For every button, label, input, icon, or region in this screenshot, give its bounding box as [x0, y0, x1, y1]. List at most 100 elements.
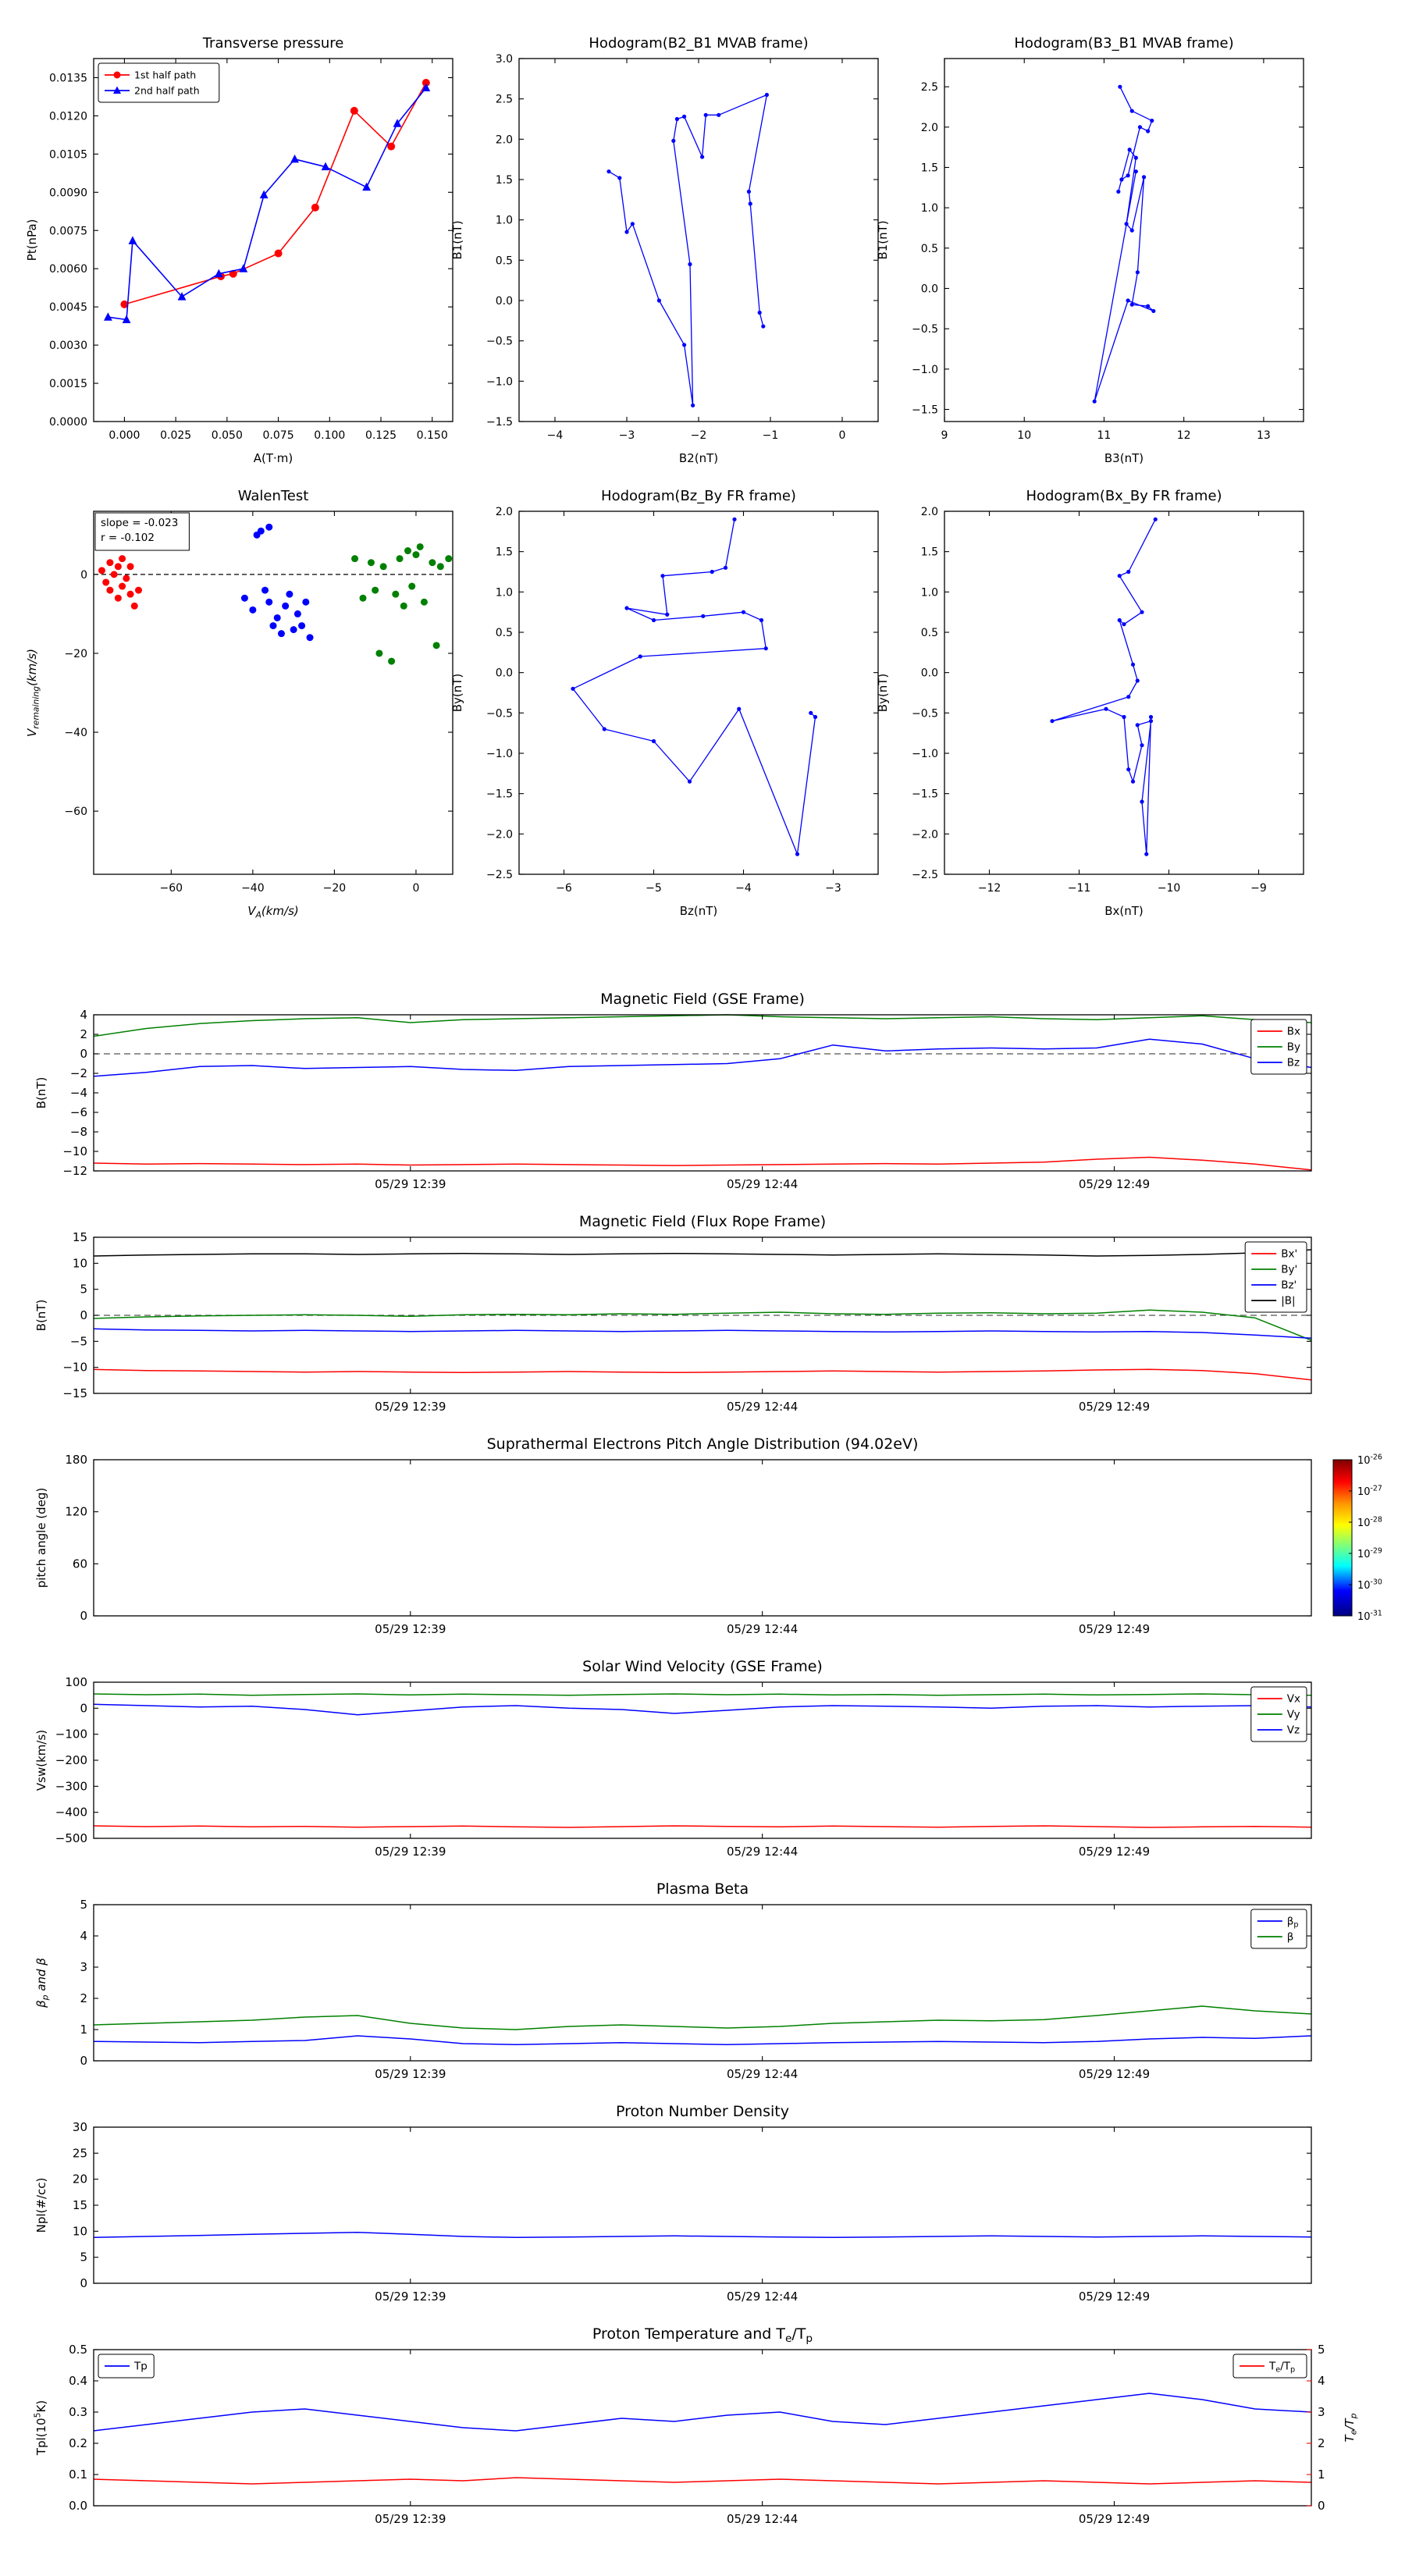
- svg-text:Tp: Tp: [133, 2361, 148, 2373]
- svg-text:Te/Tp: Te/Tp: [1343, 2413, 1358, 2442]
- svg-text:0.0135: 0.0135: [49, 72, 87, 84]
- svg-text:2.5: 2.5: [496, 94, 513, 106]
- svg-text:0.050: 0.050: [212, 429, 243, 442]
- svg-text:2.0: 2.0: [921, 122, 938, 134]
- svg-text:60: 60: [73, 1557, 87, 1571]
- magnetic-field-gse-plot: Magnetic Field (GSE Frame) 05/29 12:39 05/…: [34, 991, 1312, 1191]
- svg-text:−2.5: −2.5: [912, 869, 938, 881]
- svg-text:−1.5: −1.5: [486, 788, 513, 801]
- svg-text:0.0015: 0.0015: [49, 378, 87, 390]
- svg-text:Bz: Bz: [1287, 1057, 1300, 1069]
- svg-text:Te/Tp: Te/Tp: [1268, 2361, 1295, 2375]
- svg-text:−3: −3: [825, 882, 841, 895]
- svg-text:2: 2: [80, 1027, 87, 1041]
- svg-text:By(nT): By(nT): [876, 674, 890, 713]
- svg-text:0.0060: 0.0060: [49, 263, 87, 276]
- svg-text:−2.0: −2.0: [486, 828, 513, 841]
- svg-text:05/29 12:39: 05/29 12:39: [375, 2067, 446, 2081]
- svg-text:Suprathermal Electrons Pitch A: Suprathermal Electrons Pitch Angle Distr…: [487, 1436, 919, 1453]
- svg-text:180: 180: [65, 1453, 87, 1467]
- svg-text:−5: −5: [70, 1334, 87, 1348]
- svg-text:05/29 12:39: 05/29 12:39: [375, 2290, 446, 2304]
- svg-text:0.0: 0.0: [69, 2499, 87, 2513]
- svg-text:−40: −40: [241, 882, 265, 895]
- svg-text:VA(km/s): VA(km/s): [247, 904, 299, 920]
- svg-text:βp and β: βp and β: [34, 1958, 50, 2008]
- svg-text:05/29 12:44: 05/29 12:44: [727, 1622, 798, 1636]
- svg-text:−4: −4: [735, 882, 752, 895]
- svg-text:9: 9: [941, 429, 948, 442]
- svg-text:−1.0: −1.0: [912, 748, 938, 760]
- svg-text:2nd half path: 2nd half path: [134, 85, 200, 97]
- svg-text:0.3: 0.3: [69, 2405, 87, 2419]
- svg-text:0: 0: [80, 1047, 87, 1061]
- walen-test-plot: WalenTest −60 −40 −20 0 VA(km/s) 0 −20 −40 −60 Vre…: [25, 488, 454, 920]
- svg-text:−60: −60: [64, 806, 87, 818]
- svg-text:Npl(#/cc): Npl(#/cc): [34, 2178, 48, 2233]
- svg-text:10-30: 10-30: [1357, 1578, 1382, 1592]
- svg-text:0.5: 0.5: [921, 243, 938, 255]
- svg-text:−1.5: −1.5: [912, 404, 938, 417]
- svg-text:0.4: 0.4: [69, 2374, 87, 2388]
- svg-text:−1: −1: [763, 429, 779, 442]
- svg-text:−2: −2: [70, 1066, 87, 1080]
- svg-text:0.075: 0.075: [263, 429, 294, 442]
- svg-text:05/29 12:39: 05/29 12:39: [375, 2512, 446, 2526]
- svg-text:β: β: [1287, 1931, 1294, 1944]
- hodogram-b3-b1-plot: Hodogram(B3_B1 MVAB frame) 9 10 11 12 13 B3(nT…: [876, 35, 1304, 465]
- svg-text:1.5: 1.5: [921, 546, 938, 559]
- svg-text:−12: −12: [62, 1164, 87, 1178]
- svg-text:pitch angle (deg): pitch angle (deg): [34, 1488, 48, 1588]
- svg-text:−20: −20: [64, 648, 87, 660]
- svg-text:Bx: Bx: [1287, 1026, 1300, 1038]
- svg-text:Proton Temperature and Te/Tp: Proton Temperature and Te/Tp: [592, 2325, 813, 2345]
- svg-text:2.0: 2.0: [921, 506, 938, 518]
- svg-text:5: 5: [80, 2250, 87, 2265]
- svg-text:05/29 12:39: 05/29 12:39: [375, 1845, 446, 1859]
- svg-text:10-27: 10-27: [1357, 1485, 1382, 1499]
- svg-text:0.125: 0.125: [365, 429, 397, 442]
- svg-text:Proton Number Density: Proton Number Density: [616, 2103, 789, 2120]
- svg-text:0.5: 0.5: [496, 627, 513, 639]
- svg-text:4: 4: [80, 1929, 87, 1943]
- svg-text:Hodogram(B3_B1 MVAB frame): Hodogram(B3_B1 MVAB frame): [1014, 35, 1233, 52]
- proton-temperature-plot: Proton Temperature and Te/Tp 05/29 12:39 0…: [33, 2325, 1359, 2526]
- svg-text:05/29 12:39: 05/29 12:39: [375, 1622, 446, 1636]
- svg-text:−500: −500: [55, 1831, 87, 1845]
- svg-text:Bz(nT): Bz(nT): [680, 904, 718, 918]
- svg-text:−6: −6: [556, 882, 572, 895]
- svg-text:0.5: 0.5: [69, 2343, 87, 2357]
- svg-text:3.0: 3.0: [496, 53, 513, 66]
- svg-text:0.2: 0.2: [69, 2436, 87, 2450]
- hodogram-bx-by-plot: Hodogram(Bx_By FR frame) −12 −11 −10 −9 Bx(nT…: [876, 488, 1304, 918]
- svg-text:10-26: 10-26: [1357, 1453, 1382, 1468]
- svg-text:Hodogram(Bx_By FR frame): Hodogram(Bx_By FR frame): [1026, 488, 1222, 504]
- svg-text:Vx: Vx: [1287, 1693, 1300, 1706]
- svg-text:1.5: 1.5: [496, 174, 513, 187]
- svg-text:0.025: 0.025: [160, 429, 191, 442]
- svg-text:−0.5: −0.5: [486, 336, 513, 348]
- svg-text:Vy: Vy: [1287, 1709, 1300, 1721]
- electron-pad-plot: Suprathermal Electrons Pitch Angle Distr…: [34, 1436, 1382, 1636]
- svg-text:Transverse pressure: Transverse pressure: [202, 35, 344, 52]
- svg-text:3: 3: [80, 1960, 87, 1974]
- svg-text:Bx(nT): Bx(nT): [1104, 904, 1144, 918]
- svg-text:15: 15: [73, 1230, 87, 1244]
- svg-text:30: 30: [73, 2120, 87, 2134]
- svg-text:WalenTest: WalenTest: [238, 488, 309, 504]
- svg-text:|B|: |B|: [1281, 1295, 1295, 1308]
- svg-text:B2(nT): B2(nT): [679, 451, 718, 465]
- svg-text:B(nT): B(nT): [34, 1300, 48, 1332]
- svg-text:slope = -0.023: slope = -0.023: [101, 517, 178, 529]
- svg-text:B1(nT): B1(nT): [450, 220, 464, 259]
- svg-text:−15: −15: [62, 1386, 87, 1400]
- svg-text:120: 120: [65, 1505, 87, 1519]
- svg-text:−1.5: −1.5: [912, 788, 938, 801]
- svg-text:Magnetic Field (GSE Frame): Magnetic Field (GSE Frame): [600, 991, 805, 1008]
- svg-text:0: 0: [80, 2054, 87, 2068]
- svg-text:−11: −11: [1068, 882, 1091, 895]
- svg-text:0: 0: [412, 882, 419, 895]
- svg-text:4: 4: [1318, 2374, 1325, 2388]
- svg-text:05/29 12:49: 05/29 12:49: [1079, 2290, 1150, 2304]
